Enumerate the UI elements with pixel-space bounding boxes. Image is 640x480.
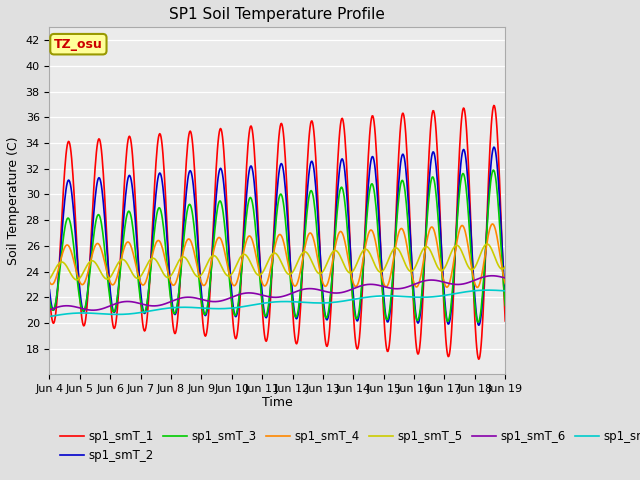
sp1_smT_7 xyxy=(501,288,509,294)
sp1_smT_4 xyxy=(474,285,481,290)
Line: sp1_smT_2: sp1_smT_2 xyxy=(49,147,505,325)
sp1_smT_3 xyxy=(45,297,53,303)
sp1_smT_6 xyxy=(172,297,179,302)
sp1_smT_5 xyxy=(45,276,53,282)
Line: sp1_smT_5: sp1_smT_5 xyxy=(49,244,505,280)
sp1_smT_5 xyxy=(483,241,491,247)
sp1_smT_7 xyxy=(484,287,492,293)
sp1_smT_5 xyxy=(501,264,509,269)
Line: sp1_smT_7: sp1_smT_7 xyxy=(49,290,505,316)
sp1_smT_2 xyxy=(501,295,509,300)
sp1_smT_2 xyxy=(45,287,53,293)
sp1_smT_1 xyxy=(332,195,340,201)
sp1_smT_7 xyxy=(171,305,179,311)
sp1_smT_6 xyxy=(148,303,156,309)
sp1_smT_1 xyxy=(54,288,61,293)
sp1_smT_1 xyxy=(100,192,108,198)
sp1_smT_2 xyxy=(332,212,340,218)
sp1_smT_4 xyxy=(489,221,497,227)
Legend: sp1_smT_1, sp1_smT_2, sp1_smT_3, sp1_smT_4, sp1_smT_5, sp1_smT_6, sp1_smT_7: sp1_smT_1, sp1_smT_2, sp1_smT_3, sp1_smT… xyxy=(56,425,640,467)
Line: sp1_smT_6: sp1_smT_6 xyxy=(49,276,505,310)
sp1_smT_4 xyxy=(54,269,61,275)
sp1_smT_2 xyxy=(475,322,483,328)
Text: TZ_osu: TZ_osu xyxy=(54,38,103,51)
sp1_smT_4 xyxy=(100,259,108,265)
sp1_smT_7 xyxy=(45,313,53,319)
sp1_smT_7 xyxy=(54,312,61,318)
sp1_smT_4 xyxy=(147,259,155,265)
sp1_smT_6 xyxy=(501,275,509,281)
sp1_smT_1 xyxy=(501,318,509,324)
Title: SP1 Soil Temperature Profile: SP1 Soil Temperature Profile xyxy=(170,7,385,22)
sp1_smT_5 xyxy=(73,277,81,283)
sp1_smT_2 xyxy=(100,215,108,221)
sp1_smT_3 xyxy=(54,286,61,292)
sp1_smT_7 xyxy=(147,308,155,314)
sp1_smT_1 xyxy=(171,331,179,336)
sp1_smT_6 xyxy=(90,307,97,313)
sp1_smT_2 xyxy=(147,259,155,265)
sp1_smT_4 xyxy=(501,281,509,287)
sp1_smT_3 xyxy=(474,319,482,325)
sp1_smT_4 xyxy=(332,240,340,246)
sp1_smT_5 xyxy=(346,270,354,276)
sp1_smT_5 xyxy=(172,264,179,270)
sp1_smT_1 xyxy=(475,356,483,362)
sp1_smT_6 xyxy=(54,304,61,310)
sp1_smT_5 xyxy=(148,256,156,262)
Line: sp1_smT_3: sp1_smT_3 xyxy=(49,170,505,322)
sp1_smT_6 xyxy=(333,290,340,296)
Line: sp1_smT_4: sp1_smT_4 xyxy=(49,224,505,288)
sp1_smT_6 xyxy=(346,287,354,293)
sp1_smT_7 xyxy=(346,297,353,303)
sp1_smT_1 xyxy=(45,292,53,298)
sp1_smT_6 xyxy=(488,273,496,279)
sp1_smT_3 xyxy=(171,311,179,316)
sp1_smT_7 xyxy=(100,311,108,317)
sp1_smT_3 xyxy=(147,265,155,271)
sp1_smT_1 xyxy=(346,221,353,227)
sp1_smT_4 xyxy=(45,279,53,285)
sp1_smT_2 xyxy=(346,230,353,236)
sp1_smT_1 xyxy=(147,256,155,262)
sp1_smT_2 xyxy=(490,144,498,150)
sp1_smT_6 xyxy=(45,307,53,313)
sp1_smT_2 xyxy=(54,284,61,289)
sp1_smT_3 xyxy=(332,222,340,228)
sp1_smT_3 xyxy=(501,302,509,308)
sp1_smT_5 xyxy=(101,276,109,281)
sp1_smT_5 xyxy=(54,262,61,268)
sp1_smT_4 xyxy=(171,281,179,287)
Line: sp1_smT_1: sp1_smT_1 xyxy=(49,106,505,359)
sp1_smT_7 xyxy=(332,299,340,305)
sp1_smT_1 xyxy=(490,103,498,108)
sp1_smT_4 xyxy=(346,263,353,268)
Y-axis label: Soil Temperature (C): Soil Temperature (C) xyxy=(7,137,20,265)
sp1_smT_2 xyxy=(171,312,179,317)
sp1_smT_5 xyxy=(333,248,340,254)
sp1_smT_3 xyxy=(346,253,353,259)
sp1_smT_3 xyxy=(100,246,108,252)
X-axis label: Time: Time xyxy=(262,396,292,408)
sp1_smT_3 xyxy=(490,167,497,173)
sp1_smT_6 xyxy=(101,305,109,311)
